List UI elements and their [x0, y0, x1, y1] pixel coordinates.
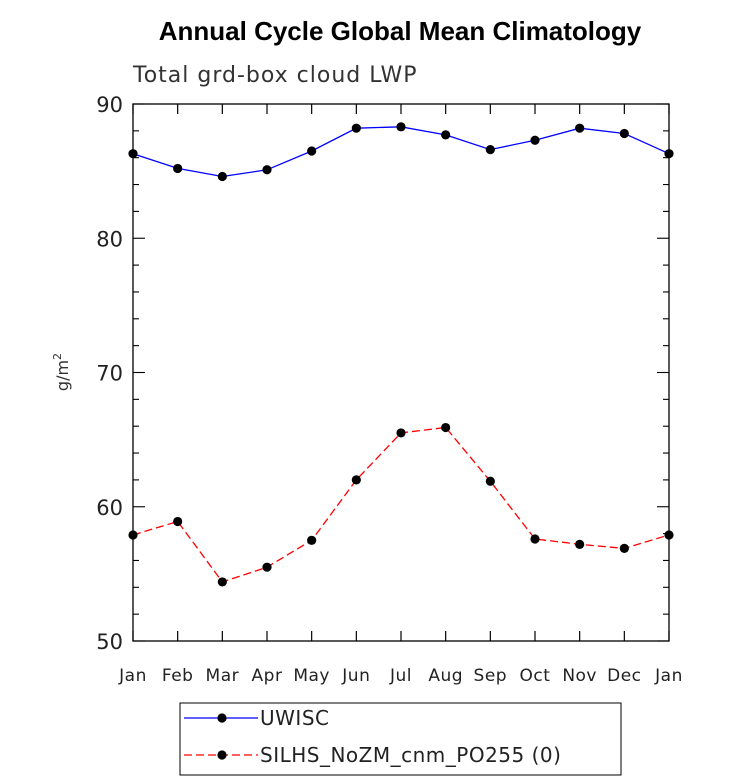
series-1-point — [262, 165, 272, 175]
series-2-point — [485, 476, 495, 486]
series-1-point — [128, 149, 138, 159]
x-tick-label: May — [293, 666, 330, 686]
series-1-point — [396, 122, 406, 132]
series-1-point — [217, 171, 227, 182]
plot-area: 50 60 70 80 90 Jan Feb Mar Apr May Jun Jul Aug Sep Oc… — [96, 93, 683, 686]
series-1-point — [173, 163, 183, 174]
legend-marker-2 — [217, 750, 227, 760]
x-tick-label: Nov — [562, 666, 597, 686]
series-1-point — [485, 145, 495, 155]
y-tick-label: 60 — [96, 496, 123, 520]
legend: UWISC SILHS_NoZM_cnm_PO255 (0) — [179, 702, 622, 776]
series-2-point — [307, 535, 317, 545]
legend-box — [179, 702, 622, 776]
series-layer — [128, 122, 674, 587]
y-axis-label-base: g/m — [53, 360, 72, 391]
series-2-point — [351, 475, 361, 485]
x-tick-label: Aug — [428, 666, 463, 686]
series-2-point — [575, 539, 585, 549]
series-2-point — [619, 543, 629, 553]
x-tick-label: Apr — [252, 666, 283, 686]
series-1-point — [664, 149, 674, 159]
series-2-point — [396, 428, 406, 438]
series-1-point — [530, 135, 540, 145]
series-1-point — [441, 130, 451, 140]
series-2-point — [530, 534, 540, 544]
chart-subtitle: Total grd-box cloud LWP — [132, 63, 418, 88]
legend-label-1: UWISC — [260, 706, 329, 730]
series-2-point — [262, 562, 272, 572]
y-axis-label-superscript: 2 — [51, 353, 64, 360]
x-tick-label: Jan — [654, 666, 683, 686]
x-tick-label: Jun — [341, 666, 370, 686]
series-2-point — [128, 530, 138, 540]
axis-ticks — [132, 103, 670, 642]
series-1-point — [351, 123, 361, 133]
x-tick-label: Jul — [389, 666, 412, 686]
y-tick-label: 80 — [96, 227, 123, 251]
x-tick-label: Feb — [162, 666, 194, 686]
x-tick-label: Mar — [206, 666, 240, 686]
y-tick-label: 90 — [96, 93, 123, 117]
chart-title: Annual Cycle Global Mean Climatology — [159, 16, 642, 46]
y-axis-tick-labels: 50 60 70 80 90 — [96, 93, 123, 654]
series-2-point — [664, 530, 674, 540]
y-tick-label: 70 — [96, 362, 123, 386]
x-tick-label: Sep — [474, 666, 508, 686]
x-tick-label: Oct — [520, 666, 551, 686]
series-1-point — [307, 146, 317, 156]
y-axis-label: g/m2 — [51, 353, 72, 391]
x-axis-tick-labels: Jan Feb Mar Apr May Jun Jul Aug Sep Oct Nov Dec Jan — [118, 666, 683, 686]
series-1-point — [619, 128, 629, 139]
series-line-1 — [132, 126, 670, 178]
x-tick-label: Dec — [607, 666, 641, 686]
series-line-2 — [132, 426, 670, 583]
legend-marker-1 — [217, 713, 227, 723]
series-2-point — [441, 422, 451, 433]
series-1-point — [575, 123, 585, 133]
x-tick-label: Jan — [118, 666, 147, 686]
legend-label-2: SILHS_NoZM_cnm_PO255 (0) — [260, 743, 561, 767]
plot-frame — [132, 103, 670, 642]
series-2-point — [173, 516, 183, 527]
y-tick-label: 50 — [96, 630, 123, 654]
series-2-point — [217, 577, 227, 587]
